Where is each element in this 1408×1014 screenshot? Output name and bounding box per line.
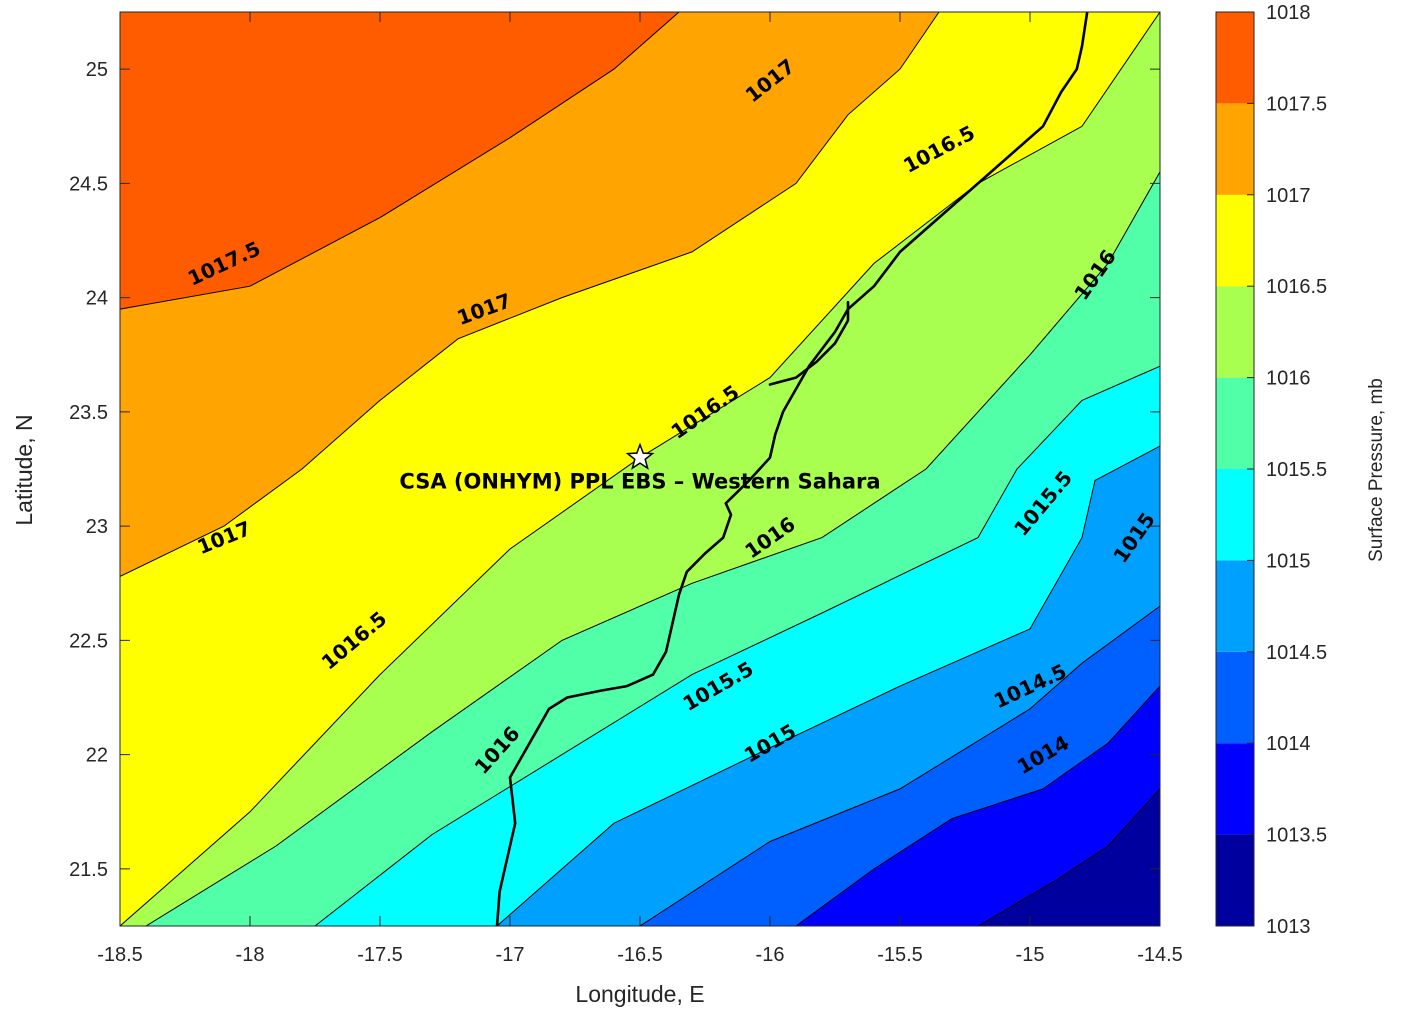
x-tick-label: -15 [1016, 944, 1045, 966]
colorbar-tick-label: 1015 [1266, 550, 1311, 572]
x-axis: -18.5 -18 -17.5 -17 -16.5 -16 -15.5 -15 -14.5 [97, 12, 1183, 966]
x-tick-label: -14.5 [1137, 944, 1183, 966]
colorbar-tick-label: 1015.5 [1266, 459, 1327, 481]
contour-lines [120, 12, 1160, 926]
site-marker [625, 442, 655, 470]
site-annotation: CSA (ONHYM) PPL EBS – Western Sahara [399, 469, 880, 493]
colorbar-segment [1216, 286, 1254, 378]
peninsula-line [768, 300, 850, 386]
colorbar-segment [1216, 103, 1254, 195]
fill-band-1017.5 [120, 12, 679, 310]
colorbar-tick-label: 1016.5 [1266, 276, 1327, 298]
colorbar-segment [1216, 377, 1254, 469]
colorbar-tick-label: 1014 [1266, 733, 1311, 755]
contour-line-1015 [496, 445, 1160, 926]
coastline-line [495, 12, 1089, 926]
colorbar-segment [1216, 194, 1254, 287]
pressure-fill-bands [120, 12, 1160, 926]
y-tick-label: 24.5 [69, 173, 108, 195]
y-axis-label: Latitude, N [11, 414, 37, 525]
colorbar-tick-label: 1016 [1266, 368, 1311, 390]
colorbar-tick-label: 1013.5 [1266, 825, 1327, 847]
y-tick-label: 24 [86, 288, 108, 310]
colorbar-tick-label: 1014.5 [1266, 642, 1327, 664]
colorbar-segment [1216, 651, 1254, 744]
colorbar-tick-label: 1017.5 [1266, 93, 1327, 115]
colorbar: 1013 1013.5 1014 1014.5 1015 1015.5 1016 1016.5… [1215, 2, 1327, 938]
contour-line-1013.5 [977, 788, 1160, 926]
y-tick-label: 25 [86, 59, 108, 81]
x-tick-label: -17.5 [357, 944, 403, 966]
colorbar-segment [1216, 560, 1254, 652]
y-axis: 21.5 22 22.5 23 23.5 24 24.5 25 [69, 59, 1160, 881]
colorbar-segment [1216, 469, 1254, 561]
contour-line-1015.5 [314, 365, 1160, 926]
x-tick-label: -16.5 [617, 944, 663, 966]
y-tick-label: 23.5 [69, 402, 108, 424]
colorbar-segment [1216, 834, 1254, 926]
y-tick-label: 21.5 [69, 859, 108, 881]
contour-line-1017.5 [120, 12, 680, 310]
y-tick-label: 22 [86, 745, 108, 767]
contour-line-1014.5 [639, 605, 1160, 926]
colorbar-tick-label: 1017 [1266, 185, 1311, 207]
x-tick-label: -16 [756, 944, 785, 966]
x-tick-label: -18 [236, 944, 265, 966]
contour-line-1014 [795, 685, 1160, 926]
y-tick-label: 22.5 [69, 630, 108, 652]
x-tick-label: -17 [496, 944, 525, 966]
contour-line-1016.5 [120, 12, 1160, 926]
contour-line-1016 [145, 171, 1160, 926]
y-tick-label: 23 [86, 516, 108, 538]
contour-line-1017 [120, 12, 940, 577]
star-icon [625, 442, 655, 470]
x-tick-label: -18.5 [97, 944, 143, 966]
coastline [495, 12, 1089, 926]
colorbar-tick-label: 1013 [1266, 916, 1311, 938]
colorbar-segment [1216, 12, 1254, 104]
colorbar-label: Surface Pressure, mb [1366, 378, 1387, 562]
colorbar-tick-label: 1018 [1266, 2, 1311, 24]
colorbar-segment [1216, 743, 1254, 835]
x-axis-label: Longitude, E [575, 981, 704, 1007]
x-tick-label: -15.5 [877, 944, 923, 966]
